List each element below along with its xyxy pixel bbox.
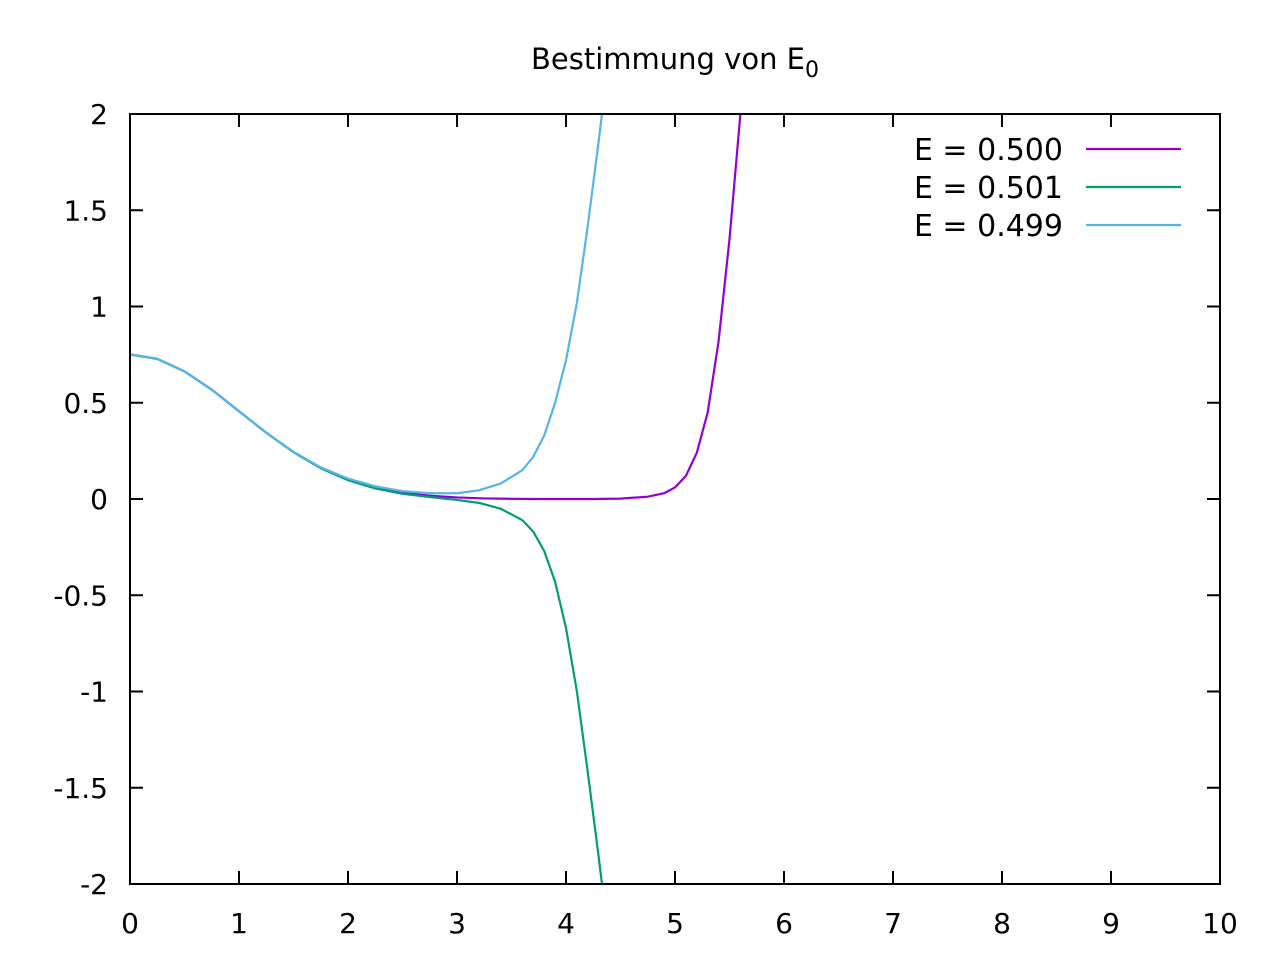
x-tick-label: 10	[1202, 907, 1238, 940]
x-tick-label: 8	[993, 907, 1011, 940]
y-tick-label: 2	[90, 98, 108, 131]
chart-title: Bestimmung von E0	[531, 42, 819, 83]
axes: 0 1 2 3 4 5 6 7 8 9 10 2 1.5 1 0.5 0 -0.5 -1 -1.5 -2	[53, 98, 1237, 940]
x-tick-label: 7	[884, 907, 902, 940]
chart-title-main: Bestimmung von E	[531, 42, 805, 76]
legend-label: E = 0.501	[914, 171, 1063, 206]
y-tick-label: 1.5	[63, 194, 108, 227]
x-tick-label: 3	[448, 907, 466, 940]
series-line	[130, 114, 742, 501]
x-tick-label: 2	[339, 907, 357, 940]
y-tick-label: -1	[80, 676, 108, 709]
y-tick-label: 1	[90, 291, 108, 324]
x-tick-label: 4	[557, 907, 575, 940]
series-group	[130, 114, 742, 884]
y-tick-label: -1.5	[53, 772, 108, 805]
plot-area	[130, 114, 742, 884]
y-tick-label: 0.5	[63, 387, 108, 420]
legend-label: E = 0.499	[914, 209, 1063, 244]
y-tick-label: -0.5	[53, 579, 108, 612]
series-line	[130, 114, 604, 495]
x-tick-label: 1	[230, 907, 248, 940]
y-tick-label: -2	[80, 868, 108, 901]
legend-label: E = 0.500	[914, 133, 1063, 168]
x-tick-label: 6	[775, 907, 793, 940]
chart-title-subscript: 0	[805, 58, 819, 83]
series-line	[130, 353, 604, 884]
x-tick-label: 9	[1102, 907, 1120, 940]
x-tick-label: 0	[121, 907, 139, 940]
y-tick-label: 0	[90, 483, 108, 516]
x-tick-label: 5	[666, 907, 684, 940]
